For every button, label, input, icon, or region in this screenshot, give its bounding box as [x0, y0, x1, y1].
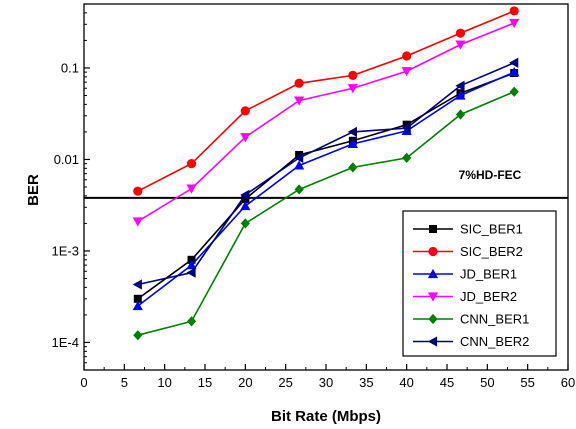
data-point	[509, 67, 520, 77]
data-point	[455, 109, 466, 120]
series-jd-ber2	[132, 18, 520, 227]
legend-marker	[428, 246, 438, 257]
x-tick-label: 50	[480, 375, 494, 390]
legend-marker	[428, 313, 438, 325]
data-point	[294, 184, 304, 195]
data-point	[132, 300, 143, 311]
legend-item: SIC_BER1	[413, 222, 523, 237]
data-point	[241, 194, 250, 203]
data-point	[132, 217, 143, 227]
series-line	[137, 62, 515, 286]
legend-box	[402, 210, 557, 357]
legend-item: CNN_BER2	[413, 334, 529, 349]
data-point	[347, 138, 358, 148]
legend-item: SIC_BER2	[413, 244, 523, 259]
y-tick-label: 0.1	[61, 60, 79, 75]
x-tick-label: 30	[319, 375, 333, 390]
data-point	[402, 152, 412, 163]
series-cnn-ber1	[133, 86, 519, 341]
x-tick-label: 40	[399, 375, 413, 390]
x-tick-label: 45	[440, 375, 454, 390]
y-tick-label: 0.01	[54, 152, 79, 167]
data-point	[133, 186, 143, 196]
legend-label: JD_BER2	[460, 289, 517, 304]
data-point	[240, 106, 250, 116]
series-sic-ber2	[133, 6, 519, 196]
x-tick-label: 15	[198, 375, 212, 390]
legend-label: SIC_BER1	[460, 222, 523, 237]
y-axis-title: BER	[25, 174, 42, 206]
axis-ticks: 0 5 10 15 20 25 30 35 40 45 50 55 60 1E-4 1E-3 0.01 0.1	[52, 12, 575, 390]
legend: SIC_BER1 SIC_BER2 JD_BER1 JD_BER2 CNN_BER1 CN…	[402, 210, 557, 357]
threshold-label: 7%HD-FEC	[459, 168, 522, 182]
data-point	[348, 70, 358, 80]
data-point	[455, 90, 466, 100]
x-tick-label: 35	[359, 375, 373, 390]
data-point	[240, 133, 251, 143]
x-tick-label: 0	[80, 375, 87, 390]
data-point	[240, 200, 251, 211]
data-point	[186, 159, 197, 169]
x-tick-label: 55	[520, 375, 534, 390]
series-line	[137, 90, 515, 336]
data-point	[401, 67, 412, 77]
data-point	[509, 57, 519, 68]
data-point	[240, 189, 250, 200]
data-point	[509, 6, 519, 16]
legend-label: JD_BER1	[460, 267, 517, 282]
legend-label: CNN_BER1	[460, 312, 529, 327]
data-point	[186, 260, 197, 270]
data-point	[401, 123, 411, 134]
x-tick-label: 25	[278, 375, 292, 390]
data-point	[455, 40, 466, 50]
legend-marker	[429, 225, 437, 233]
data-point	[132, 279, 142, 290]
data-point	[294, 96, 305, 106]
series-line	[137, 22, 515, 223]
x-tick-label: 60	[561, 375, 575, 390]
data-point	[186, 267, 196, 278]
series-line	[137, 71, 515, 307]
legend-item: CNN_BER1	[413, 312, 529, 327]
data-point	[186, 316, 197, 327]
data-point	[294, 152, 304, 163]
data-point	[295, 150, 304, 159]
data-point	[455, 28, 466, 38]
y-tick-label: 1E-3	[52, 243, 79, 258]
threshold: 7%HD-FEC	[84, 168, 568, 199]
legend-marker	[427, 336, 438, 347]
data-point	[186, 184, 197, 194]
data-point	[509, 86, 519, 97]
data-point	[348, 162, 358, 173]
y-tick-label: 1E-4	[52, 335, 79, 350]
data-point	[294, 78, 304, 88]
data-point	[402, 120, 411, 129]
series-line	[137, 72, 515, 300]
data-point	[240, 218, 250, 229]
x-tick-label: 10	[157, 375, 171, 390]
legend-label: SIC_BER2	[460, 244, 523, 259]
data-point	[347, 84, 358, 94]
data-point	[402, 51, 412, 61]
data-point	[133, 294, 142, 303]
data-point	[509, 18, 520, 29]
series-cnn-ber2	[132, 57, 519, 290]
data-point	[187, 255, 196, 264]
legend-label: CNN_BER2	[460, 334, 529, 349]
series-layer	[132, 6, 520, 341]
data-point	[294, 160, 305, 170]
series-jd-ber1	[132, 67, 520, 311]
series-line	[137, 10, 515, 192]
x-tick-label: 20	[238, 375, 252, 390]
legend-marker	[427, 268, 439, 279]
data-point	[133, 330, 143, 341]
x-axis-title: Bit Rate (Mbps)	[271, 408, 381, 425]
legend-item: JD_BER1	[413, 267, 517, 282]
legend-item: JD_BER2	[413, 289, 517, 304]
legend-marker	[427, 292, 439, 302]
data-point	[455, 80, 465, 91]
data-point	[347, 126, 357, 138]
x-tick-label: 5	[121, 375, 128, 390]
